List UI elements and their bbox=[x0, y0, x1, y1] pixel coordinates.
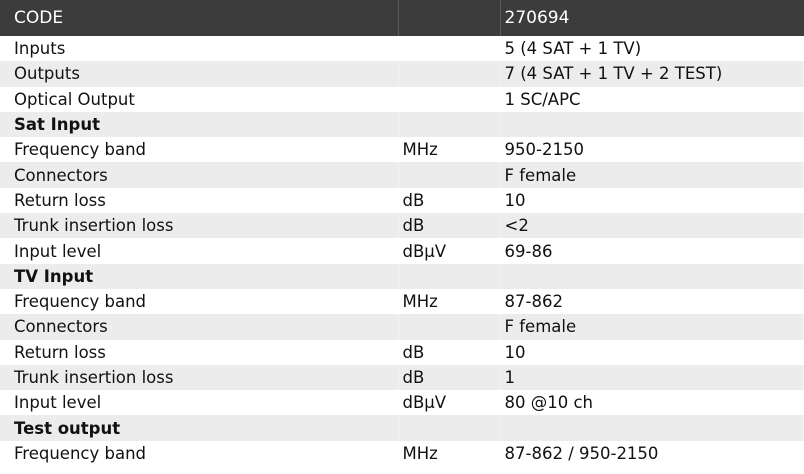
section-header-row: Test output bbox=[0, 415, 804, 441]
table-row: Input level dBµV 80 @10 ch bbox=[0, 390, 804, 415]
cell-label: Trunk insertion loss bbox=[0, 213, 399, 239]
cell-label: Optical Output bbox=[14, 89, 135, 109]
cell-label: Connectors bbox=[0, 162, 399, 188]
table-row: Return loss dB 10 bbox=[0, 340, 804, 365]
table-row: Frequency band MHz 87-862 bbox=[0, 289, 804, 314]
cell-unit: dBµV bbox=[402, 241, 447, 261]
header-code-label: CODE bbox=[0, 0, 399, 36]
cell-value bbox=[500, 111, 804, 138]
table-header-row: CODE 270694 bbox=[0, 0, 804, 36]
cell-value: <2 bbox=[500, 213, 804, 239]
table-row: Input level dBµV 69-86 bbox=[0, 238, 804, 263]
cell-value: 87-862 bbox=[504, 292, 563, 312]
cell-value: F female bbox=[500, 162, 804, 188]
cell-label: Frequency band bbox=[14, 140, 146, 160]
cell-value: 7 (4 SAT + 1 TV + 2 TEST) bbox=[500, 61, 804, 87]
cell-value: 1 bbox=[500, 364, 804, 391]
cell-label: Frequency band bbox=[14, 443, 146, 463]
cell-unit bbox=[398, 415, 501, 441]
cell-unit bbox=[398, 36, 500, 61]
table-row: Return loss dB 10 bbox=[0, 188, 804, 213]
table-row: Connectors F female bbox=[0, 314, 804, 340]
table-row: Outputs 7 (4 SAT + 1 TV + 2 TEST) bbox=[0, 61, 804, 87]
cell-unit: MHz bbox=[402, 140, 438, 160]
table-row: Connectors F female bbox=[0, 162, 804, 188]
cell-unit: dB bbox=[402, 190, 425, 210]
cell-label: Input level bbox=[14, 241, 102, 261]
header-unit bbox=[398, 0, 501, 36]
cell-unit bbox=[398, 263, 501, 289]
cell-unit bbox=[398, 162, 501, 188]
table-row: Optical Output 1 SC/APC bbox=[0, 87, 804, 112]
cell-value: 80 @10 ch bbox=[504, 393, 594, 413]
cell-value: 87-862 / 950-2150 bbox=[504, 443, 659, 463]
header-code-value: 270694 bbox=[500, 0, 804, 36]
cell-unit bbox=[398, 87, 500, 112]
cell-unit: MHz bbox=[402, 443, 438, 463]
cell-value: 69-86 bbox=[504, 241, 553, 261]
cell-value: 5 (4 SAT + 1 TV) bbox=[504, 39, 642, 59]
cell-unit: dB bbox=[402, 342, 425, 362]
cell-unit: MHz bbox=[402, 292, 438, 312]
cell-unit bbox=[398, 111, 501, 138]
cell-label: Trunk insertion loss bbox=[0, 364, 399, 391]
section-header-row: Sat Input bbox=[0, 111, 804, 138]
table-row: Trunk insertion loss dB <2 bbox=[0, 213, 804, 239]
cell-value bbox=[500, 415, 804, 441]
cell-unit bbox=[398, 314, 501, 340]
cell-value: 950-2150 bbox=[504, 140, 584, 160]
cell-label: Outputs bbox=[0, 61, 399, 87]
table-row: Inputs 5 (4 SAT + 1 TV) bbox=[0, 36, 804, 61]
cell-unit: dBµV bbox=[402, 393, 447, 413]
cell-label: TV Input bbox=[0, 263, 399, 289]
cell-value: 10 bbox=[504, 342, 526, 362]
cell-unit bbox=[398, 61, 501, 87]
cell-label: Test output bbox=[0, 415, 399, 441]
cell-label: Return loss bbox=[14, 190, 106, 210]
cell-label: Frequency band bbox=[14, 292, 146, 312]
table-row: Frequency band MHz 950-2150 bbox=[0, 137, 804, 162]
cell-value: F female bbox=[500, 314, 804, 340]
cell-label: Connectors bbox=[0, 314, 399, 340]
cell-unit: dB bbox=[398, 364, 501, 391]
cell-label: Inputs bbox=[14, 39, 66, 59]
cell-value: 1 SC/APC bbox=[504, 89, 581, 109]
table-row: Trunk insertion loss dB 1 bbox=[0, 364, 804, 391]
table-row: Frequency band MHz 87-862 / 950-2150 bbox=[0, 441, 804, 466]
cell-label: Input level bbox=[14, 393, 102, 413]
cell-label: Return loss bbox=[14, 342, 106, 362]
cell-value: 10 bbox=[504, 190, 526, 210]
section-header-row: TV Input bbox=[0, 263, 804, 289]
cell-unit: dB bbox=[398, 213, 501, 239]
cell-value bbox=[500, 263, 804, 289]
cell-label: Sat Input bbox=[0, 111, 399, 138]
